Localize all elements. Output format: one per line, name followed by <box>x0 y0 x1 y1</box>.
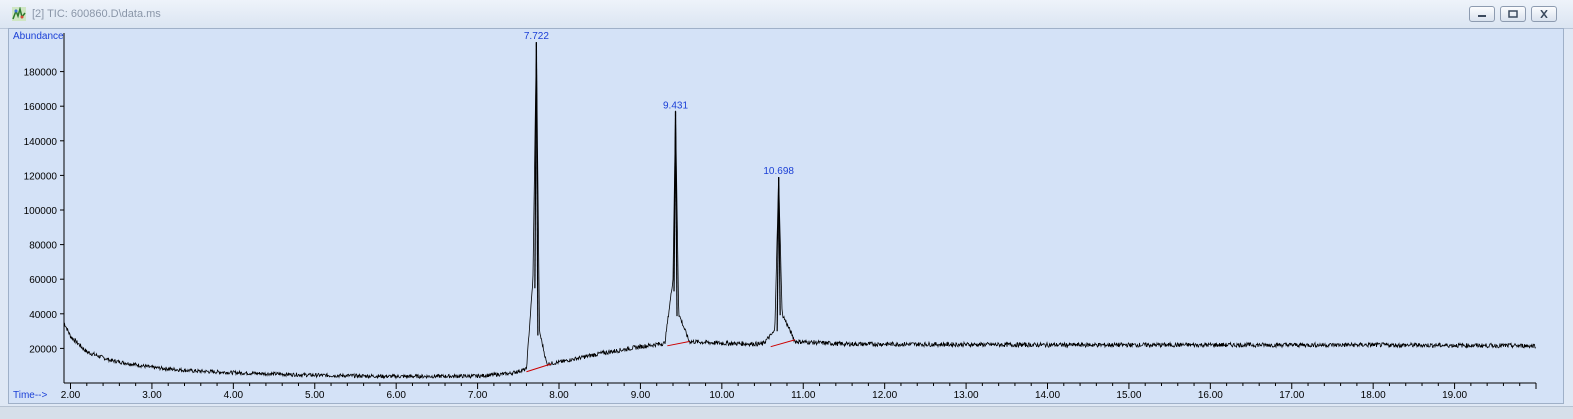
status-bar <box>0 406 1573 419</box>
y-tick-label: 140000 <box>24 137 58 148</box>
peak-apex <box>535 42 539 336</box>
x-tick-label: 15.00 <box>1116 390 1141 401</box>
x-tick-label: 12.00 <box>872 390 897 401</box>
x-tick-label: 9.00 <box>631 390 651 401</box>
y-tick-label: 60000 <box>29 275 57 286</box>
chromatogram-panel[interactable]: 20000 40000 60000 80000 100000 120000 140000 16… <box>8 28 1564 404</box>
y-tick-label: 120000 <box>24 171 58 182</box>
tic-trace[interactable] <box>63 54 1537 380</box>
close-icon <box>1540 10 1548 18</box>
x-tick-label: 13.00 <box>954 390 979 401</box>
x-tick-label: 19.00 <box>1442 390 1467 401</box>
x-tick-label: 8.00 <box>549 390 569 401</box>
y-tick-label: 40000 <box>29 310 57 321</box>
peak-label[interactable]: 10.698 <box>763 166 794 177</box>
y-axis-label: Abundance <box>13 31 64 42</box>
restore-icon <box>1508 10 1518 18</box>
integration-baseline <box>770 339 796 348</box>
peak-apex <box>778 177 781 316</box>
x-tick-label: 18.00 <box>1361 390 1386 401</box>
y-tick-label: 100000 <box>24 206 58 217</box>
window-title: [2] TIC: 600860.D\data.ms <box>32 8 161 20</box>
x-tick-label: 17.00 <box>1279 390 1304 401</box>
y-tick-label: 80000 <box>29 241 57 252</box>
x-tick-label: 6.00 <box>386 390 406 401</box>
peak-label[interactable]: 9.431 <box>663 100 688 111</box>
chromatogram-app-icon <box>12 7 26 21</box>
x-tick-label: 7.00 <box>468 390 488 401</box>
close-button[interactable] <box>1531 6 1557 22</box>
restore-button[interactable] <box>1500 6 1526 22</box>
x-tick-label: 3.00 <box>142 390 162 401</box>
minimize-icon <box>1478 15 1486 17</box>
x-axis-label: Time--> <box>13 390 48 401</box>
x-tick-label: 5.00 <box>305 390 325 401</box>
x-tick-label: 10.00 <box>709 390 734 401</box>
y-tick-label: 180000 <box>24 68 58 79</box>
x-tick-label: 11.00 <box>791 390 816 401</box>
x-tick-label: 14.00 <box>1035 390 1060 401</box>
y-tick-label: 20000 <box>29 344 57 355</box>
y-tick-label: 160000 <box>24 102 58 113</box>
x-tick-label: 16.00 <box>1198 390 1223 401</box>
minimize-button[interactable] <box>1469 6 1495 22</box>
title-bar[interactable]: [2] TIC: 600860.D\data.ms <box>0 0 1573 29</box>
integration-baseline <box>526 363 552 373</box>
integration-baseline <box>667 340 690 347</box>
peak-apex <box>674 111 678 317</box>
x-tick-label: 4.00 <box>224 390 244 401</box>
peak-label[interactable]: 7.722 <box>524 31 549 42</box>
x-tick-label: 2.00 <box>61 390 81 401</box>
tic-chromatogram-chart[interactable]: 20000 40000 60000 80000 100000 120000 140000 16… <box>9 29 1563 403</box>
